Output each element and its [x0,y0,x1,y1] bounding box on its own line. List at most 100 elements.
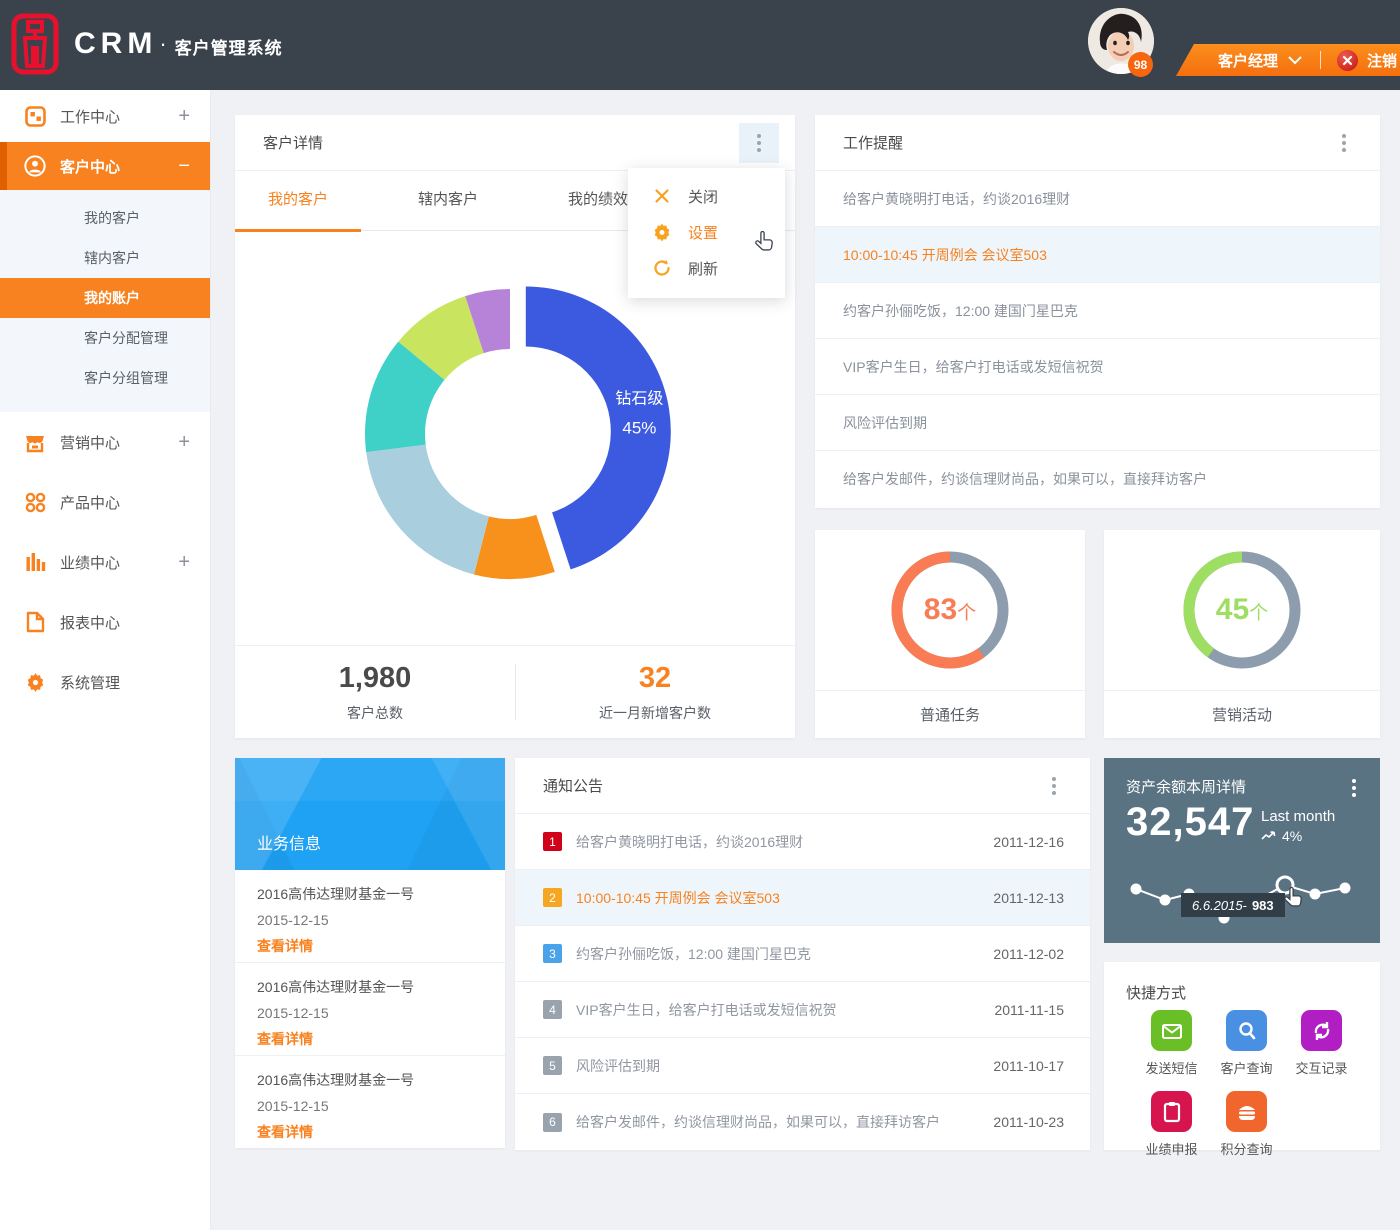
business-item-1: 2016高伟达理财基金一号 2015-12-15 查看详情 [235,870,505,963]
notice-text: 给客户发邮件，约谈信理财尚品，如果可以，直接拜访客户 [576,1114,940,1130]
menu-item-1[interactable]: 关闭 [628,178,785,214]
view-details-link[interactable]: 查看详情 [257,938,313,954]
kebab-menu-icon[interactable] [1034,766,1074,806]
menu-item-label: 刷新 [688,260,719,278]
donut-slice-4[interactable] [365,341,445,453]
card-context-menu: 关闭 设置 刷新 [628,168,785,298]
notice-date: 2011-12-16 [993,833,1064,850]
donut-slice-value: 45% [622,419,656,438]
burger-icon [1226,1091,1267,1132]
submenu-item-4[interactable]: 客户分配管理 [84,330,168,346]
notice-row-3[interactable]: 3 约客户孙俪吃饭，12:00 建国门星巴克 2011-12-02 [515,926,1090,982]
sparkline-point[interactable] [1309,888,1321,900]
sidebar-item-7[interactable]: 系统管理 [0,652,210,712]
notice-text: 给客户黄晓明打电话，约谈2016理财 [576,833,804,850]
tab-1[interactable]: 我的客户 [235,171,361,232]
sidebar-item-label: 报表中心 [60,614,121,632]
notice-row-4[interactable]: 4 VIP客户生日，给客户打电话或发短信祝贺 2011-11-15 [515,982,1090,1038]
banner-divider [1320,51,1322,69]
business-info-card: 业务信息 2016高伟达理财基金一号 2015-12-15 查看详情 2016高伟达理… [235,758,505,1148]
quick-action-1[interactable]: 发送短信 [1134,1010,1209,1077]
reminders-header: 工作提醒 [815,115,1380,171]
donut-slice-1[interactable] [525,286,671,570]
mouse-cursor-hand-icon [1284,886,1302,907]
quick-actions-card: 快捷方式 发送短信 客户查询 交互记录 业绩申报 积分查询 [1104,962,1380,1157]
sidebar-item-6[interactable]: 报表中心 [0,592,210,652]
role-banner: 客户经理 注销 [1176,44,1400,76]
gear-icon [652,222,672,242]
sparkline-point[interactable] [1130,883,1142,895]
sidebar-item-2[interactable]: 客户中心 − [0,142,210,190]
comparison-label: Last month [1261,808,1336,825]
close-icon [652,186,672,206]
report-icon [24,611,46,633]
view-details-link[interactable]: 查看详情 [257,1124,313,1140]
app-subtitle: 客户管理系统 [174,38,283,58]
submenu-item-3[interactable]: 我的账户 [0,278,210,318]
sparkline-point[interactable] [1159,894,1171,906]
reminder-row-4[interactable]: VIP客户生日，给客户打电话或发短信祝贺 [815,339,1380,395]
kebab-menu-icon[interactable] [1324,123,1364,163]
notice-row-2[interactable]: 2 10:00-10:45 开周例会 会议室503 2011-12-13 [515,870,1090,926]
kebab-menu-icon[interactable] [1334,768,1374,808]
reminder-row-2[interactable]: 10:00-10:45 开周例会 会议室503 [815,227,1380,283]
notice-row-5[interactable]: 5 风险评估到期 2011-10-17 [515,1038,1090,1094]
reminder-row-3[interactable]: 约客户孙俪吃饭，12:00 建国门星巴克 [815,283,1380,339]
sparkline-point[interactable] [1339,882,1351,894]
donut-slice-6[interactable] [465,289,510,354]
reminder-row-6[interactable]: 给客户发邮件，约谈信理财尚品，如果可以，直接拜访客户 [843,471,1207,487]
logout-x-icon[interactable] [1337,49,1359,71]
logo-separator: · [159,31,167,56]
business-item-2: 2016高伟达理财基金一号 2015-12-15 查看详情 [235,963,505,1056]
quick-action-5[interactable]: 积分查询 [1209,1091,1284,1158]
sidebar-item-5[interactable]: 业绩中心 + [0,532,210,592]
card-title: 资产余额本周详情 [1126,779,1247,796]
quick-action-3[interactable]: 交互记录 [1284,1010,1359,1077]
ring-card-label: 普通任务 [815,690,1085,738]
expand-plus-icon[interactable]: + [178,430,190,453]
notice-text: VIP客户生日，给客户打电话或发短信祝贺 [576,1001,837,1018]
notice-number-badge: 6 [543,1112,562,1132]
chevron-down-icon[interactable] [1288,55,1302,65]
asset-balance-card: 资产余额本周详情 32,547 Last month 4% 6.6.2015 -… [1104,758,1380,943]
sidebar-item-label: 工作中心 [60,108,121,126]
notice-row-6[interactable]: 6 给客户发邮件，约谈信理财尚品，如果可以，直接拜访客户 2011-10-23 [515,1094,1090,1150]
ring-progress-arc [891,551,985,669]
sidebar-submenu: 我的客户辖内客户我的账户客户分配管理 客户分组管理 [0,190,210,412]
kebab-menu-icon[interactable] [739,123,779,163]
refresh-icon [652,258,672,278]
quick-action-label: 积分查询 [1220,1142,1273,1157]
menu-item-3[interactable]: 刷新 [628,250,785,286]
donut-slice-3[interactable] [366,444,489,575]
donut-slice-2[interactable] [473,514,555,579]
comparison-value: 4% [1282,828,1303,844]
business-item-name: 2016高伟达理财基金一号 [257,1072,415,1088]
donut-slice-5[interactable] [398,296,484,380]
quick-action-2[interactable]: 客户查询 [1209,1010,1284,1077]
submenu-item-2[interactable]: 辖内客户 [84,250,140,266]
sparkline-highlight-point[interactable] [1275,875,1295,895]
notice-date: 2011-12-02 [993,945,1064,962]
menu-item-2[interactable]: 设置 [628,214,785,250]
collapse-minus-icon[interactable]: − [178,154,190,177]
expand-plus-icon[interactable]: + [178,104,190,127]
tab-3[interactable]: 我的绩效 [567,191,628,208]
sidebar-item-4[interactable]: 产品中心 [0,472,210,532]
reminder-row-1[interactable]: 给客户黄晓明打电话，约谈2016理财 [815,171,1380,227]
quick-action-label: 客户查询 [1220,1061,1273,1076]
submenu-item-5[interactable]: 客户分组管理 [84,370,168,386]
notice-row-1[interactable]: 1 给客户黄晓明打电话，约谈2016理财 2011-12-16 [515,814,1090,870]
logout-button[interactable]: 注销 [1367,52,1398,70]
submenu-item-1[interactable]: 我的客户 [84,210,140,226]
sidebar-item-1[interactable]: 工作中心 + [0,90,210,142]
expand-plus-icon[interactable]: + [178,550,190,573]
tab-2[interactable]: 辖内客户 [417,191,478,208]
business-card-banner: 业务信息 [235,758,505,870]
role-selector[interactable]: 客户经理 [1218,52,1279,70]
view-details-link[interactable]: 查看详情 [257,1031,313,1047]
quick-action-4[interactable]: 业绩申报 [1134,1091,1209,1158]
customer-tabs: 我的客户 辖内客户 我的绩效 [235,171,795,232]
sidebar-item-3[interactable]: 营销中心 + [0,412,210,472]
reminder-row-5[interactable]: 风险评估到期 [815,395,1380,451]
notice-number-badge: 5 [543,1056,562,1075]
